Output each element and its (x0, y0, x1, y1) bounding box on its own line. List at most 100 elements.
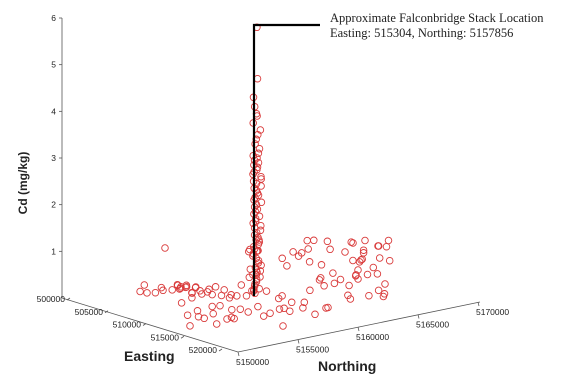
data-point (257, 182, 265, 190)
data-point (287, 298, 296, 307)
data-point (228, 305, 236, 314)
data-point (363, 270, 372, 279)
data-point (382, 242, 391, 251)
data-point (262, 287, 271, 295)
data-point (310, 236, 318, 245)
z-tick-label: 3 (51, 153, 56, 163)
data-point (379, 292, 388, 301)
data-point (306, 286, 314, 295)
data-point (283, 262, 291, 270)
data-point (330, 279, 339, 288)
data-point (188, 288, 196, 297)
data-point (257, 172, 265, 181)
data-point (354, 266, 362, 274)
data-point (257, 198, 266, 207)
data-point (355, 258, 364, 266)
annotation-line-2: Easting: 515304, Northing: 5157856 (330, 26, 513, 40)
data-point (279, 322, 287, 330)
data-point (320, 282, 328, 290)
z-tick-label: 5 (51, 60, 56, 70)
data-point (237, 281, 246, 289)
easting-tick-label: 515000 (151, 332, 180, 342)
data-point (255, 212, 264, 221)
data-point (203, 288, 212, 296)
easting-tick-mark (180, 335, 185, 339)
data-point (212, 320, 221, 328)
data-point (323, 237, 332, 246)
data-point (244, 308, 252, 316)
data-point (143, 289, 151, 297)
data-point (274, 294, 283, 303)
northing-tick-label: 5160000 (356, 332, 389, 342)
data-point (347, 238, 355, 246)
northing-tick-mark (237, 351, 240, 357)
data-point (186, 322, 194, 330)
data-point (245, 273, 254, 282)
northing-tick-mark (357, 326, 360, 332)
northing-tick-label: 5165000 (416, 320, 449, 330)
z-axis-title: Cd (mg/kg) (16, 152, 30, 215)
data-point (174, 281, 182, 290)
northing-tick-label: 5150000 (236, 357, 269, 367)
data-point (373, 270, 382, 278)
easting-tick-mark (142, 323, 147, 326)
data-point (280, 304, 288, 313)
annotation-line-1: Approximate Falconbridge Stack Location (330, 11, 544, 25)
data-point (336, 275, 345, 284)
data-point (159, 286, 167, 295)
data-point (181, 283, 190, 292)
z-tick-label: 4 (51, 106, 56, 116)
data-point (256, 226, 265, 235)
data-point (374, 286, 383, 295)
data-point (369, 263, 378, 272)
easting-tick-label: 500000 (37, 294, 66, 304)
data-point (236, 305, 245, 313)
data-point (384, 236, 393, 245)
data-point (151, 288, 160, 297)
northing-tick-label: 5155000 (296, 345, 329, 355)
data-point (225, 294, 234, 302)
data-point (326, 245, 334, 254)
data-point (208, 302, 216, 311)
data-point (359, 246, 368, 254)
data-point (315, 276, 324, 284)
northing-tick-mark (477, 301, 480, 307)
data-point (357, 256, 365, 264)
data-point (304, 245, 312, 253)
data-point (354, 275, 362, 283)
data-point (329, 269, 337, 277)
northing-axis-line (237, 301, 481, 353)
easting-tick-label: 520000 (189, 345, 218, 355)
northing-tick-label: 5170000 (476, 307, 509, 317)
data-point (227, 313, 236, 322)
data-point (194, 312, 203, 321)
data-point (374, 242, 382, 250)
data-points (136, 23, 394, 330)
data-point (352, 271, 360, 279)
data-point (341, 248, 349, 256)
northing-axis-ticks: 5150000 5155000 5160000 5165000 5170000 (236, 301, 509, 367)
data-point (278, 254, 286, 263)
data-point (275, 305, 284, 313)
data-point (289, 248, 297, 256)
data-point (317, 261, 326, 269)
easting-tick-label: 510000 (113, 320, 142, 330)
data-point (254, 256, 263, 265)
easting-axis-ticks: 500000 505000 510000 515000 520000 (37, 294, 223, 355)
z-axis-ticks: 1 2 3 4 5 6 (51, 13, 62, 256)
data-point (211, 283, 220, 291)
z-tick-label: 6 (51, 13, 56, 23)
data-point (286, 307, 294, 315)
data-point (259, 312, 268, 320)
data-point (365, 291, 373, 300)
data-point (254, 158, 263, 167)
northing-axis-title: Northing (318, 358, 376, 374)
data-point (305, 258, 314, 266)
easting-axis-line (61, 297, 239, 353)
data-point (297, 249, 306, 257)
data-point (183, 311, 192, 319)
data-point (303, 236, 311, 245)
data-point (248, 286, 256, 295)
data-point (385, 256, 394, 265)
data-point (177, 299, 186, 307)
